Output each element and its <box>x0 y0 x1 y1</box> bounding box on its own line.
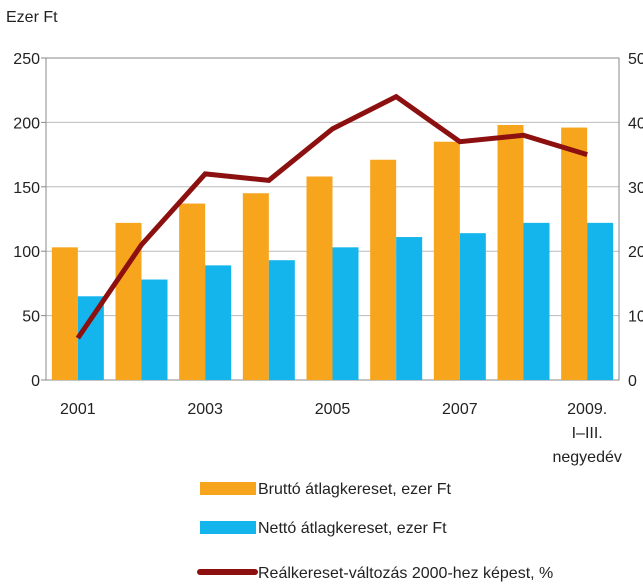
legend-swatch <box>200 521 256 534</box>
y-tick-label: 200 <box>13 115 40 132</box>
bar <box>242 193 269 380</box>
bar <box>561 127 588 380</box>
y-tick-label: 100 <box>13 244 40 261</box>
y2-tick-label: 40 <box>628 115 643 132</box>
legend-label: Nettó átlagkereset, ezer Ft <box>258 520 447 537</box>
x-tick-label: 2007 <box>442 401 478 418</box>
legend-label: Bruttó átlagkereset, ezer Ft <box>258 481 452 498</box>
bar <box>205 265 232 380</box>
bar <box>179 203 206 380</box>
bar <box>587 222 614 380</box>
bar <box>370 159 397 380</box>
bar <box>497 124 524 380</box>
y-axis-label: Ezer Ft <box>6 9 58 26</box>
y2-tick-label: 20 <box>628 244 643 261</box>
legend-label: Reálkereset-változás 2000-hez képest, % <box>258 565 553 582</box>
y2-tick-label: 30 <box>628 180 643 197</box>
bar <box>141 279 168 380</box>
x-tick-label: 2001 <box>60 401 96 418</box>
bar <box>306 176 333 380</box>
y-tick-label: 150 <box>13 180 40 197</box>
y2-tick-label: 10 <box>628 309 643 326</box>
line <box>75 93 588 340</box>
y2-tick-label: 0 <box>628 373 637 390</box>
bar <box>268 260 295 380</box>
bar <box>459 233 486 380</box>
bar <box>332 247 359 380</box>
y-tick-label: 50 <box>22 309 40 326</box>
bar <box>523 222 550 380</box>
bar <box>51 247 78 380</box>
legend-swatch <box>200 482 256 495</box>
y-tick-label: 250 <box>13 51 40 68</box>
x-tick-label: 2005 <box>315 401 351 418</box>
y2-tick-label: 50 <box>628 51 643 68</box>
x-tick-label: 2009. I–III. negyedév <box>552 401 621 466</box>
bar <box>433 141 460 380</box>
y-tick-label: 0 <box>31 373 40 390</box>
x-tick-label: 2003 <box>187 401 223 418</box>
bar <box>396 237 423 380</box>
